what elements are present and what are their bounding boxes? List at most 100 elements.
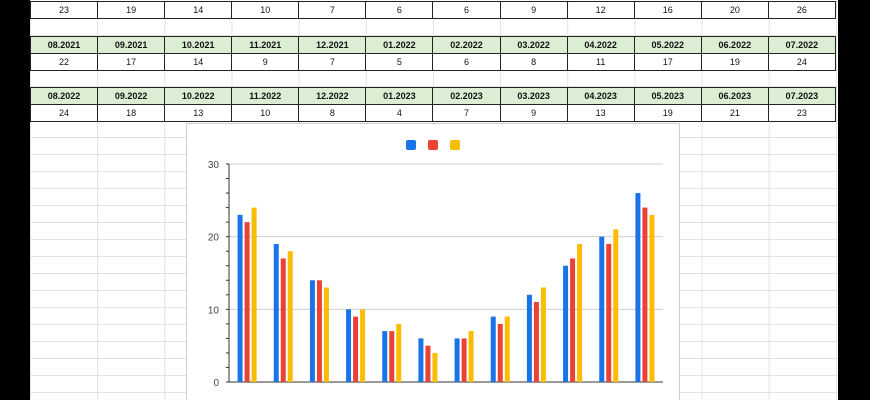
cell[interactable]: 10 — [231, 1, 300, 19]
header-cell[interactable]: 06.2022 — [700, 36, 769, 54]
header-cell[interactable]: 12.2021 — [298, 36, 367, 54]
header-cell[interactable]: 08.2022 — [30, 87, 99, 105]
cell[interactable]: 9 — [231, 53, 300, 71]
cell[interactable]: 17 — [97, 53, 166, 71]
header-cell[interactable]: 02.2022 — [432, 36, 501, 54]
cell[interactable]: 9 — [499, 1, 568, 19]
header-cell[interactable]: 11.2021 — [231, 36, 300, 54]
cell[interactable]: 7 — [432, 104, 501, 122]
header-cell[interactable]: 05.2022 — [633, 36, 702, 54]
legend-swatch — [450, 140, 460, 150]
bar — [418, 338, 424, 382]
bar — [504, 316, 510, 382]
cell[interactable]: 14 — [164, 1, 233, 19]
cell[interactable]: 12 — [566, 1, 635, 19]
bar — [468, 331, 474, 382]
bar — [570, 258, 576, 382]
table-2022-2023: 08.2022 09.2022 10.2022 11.2022 12.2022 … — [30, 87, 837, 122]
header-cell[interactable]: 06.2023 — [700, 87, 769, 105]
bar — [382, 331, 388, 382]
bar — [396, 323, 402, 382]
cell[interactable]: 6 — [365, 1, 434, 19]
cell[interactable]: 6 — [432, 53, 501, 71]
header-cell[interactable]: 10.2022 — [164, 87, 233, 105]
header-cell[interactable]: 09.2022 — [97, 87, 166, 105]
header-cell[interactable]: 03.2022 — [499, 36, 568, 54]
header-cell[interactable]: 04.2022 — [566, 36, 635, 54]
header-cell[interactable]: 05.2023 — [633, 87, 702, 105]
cell[interactable]: 8 — [298, 104, 367, 122]
cell[interactable]: 10 — [231, 104, 300, 122]
bar — [563, 265, 569, 382]
cell[interactable]: 7 — [298, 53, 367, 71]
bar — [389, 331, 395, 382]
bar — [360, 309, 366, 382]
header-cell[interactable]: 09.2021 — [97, 36, 166, 54]
bar — [599, 236, 605, 382]
y-tick-label: 30 — [208, 160, 220, 171]
bar — [577, 243, 583, 382]
bar — [454, 338, 460, 382]
table-row: 24 18 13 10 8 4 7 9 13 19 21 23 — [30, 104, 837, 122]
cell[interactable]: 19 — [700, 53, 769, 71]
cell[interactable]: 18 — [97, 104, 166, 122]
header-cell[interactable]: 04.2023 — [566, 87, 635, 105]
cell[interactable]: 23 — [767, 104, 837, 122]
bar — [432, 352, 438, 382]
embedded-bar-chart[interactable]: 0 10 20 30 — [186, 123, 680, 400]
header-cell[interactable]: 02.2023 — [432, 87, 501, 105]
header-cell[interactable]: 08.2021 — [30, 36, 99, 54]
header-cell[interactable]: 12.2022 — [298, 87, 367, 105]
cell[interactable]: 22 — [30, 53, 99, 71]
bar — [540, 287, 546, 382]
bar — [323, 287, 329, 382]
bar — [251, 207, 257, 382]
cell[interactable]: 4 — [365, 104, 434, 122]
bar — [316, 280, 322, 382]
cell[interactable]: 21 — [700, 104, 769, 122]
cell[interactable]: 24 — [30, 104, 99, 122]
chart-canvas: 0 10 20 30 — [208, 140, 663, 389]
y-tick-label: 0 — [213, 378, 219, 389]
header-cell[interactable]: 01.2022 — [365, 36, 434, 54]
cell[interactable]: 13 — [164, 104, 233, 122]
bar — [490, 316, 496, 382]
header-cell[interactable]: 11.2022 — [231, 87, 300, 105]
cell[interactable]: 23 — [30, 1, 99, 19]
cell[interactable]: 26 — [767, 1, 837, 19]
header-cell[interactable]: 03.2023 — [499, 87, 568, 105]
cell[interactable]: 7 — [298, 1, 367, 19]
cell[interactable]: 14 — [164, 53, 233, 71]
cell[interactable]: 13 — [566, 104, 635, 122]
legend-swatch — [428, 140, 438, 150]
bar — [280, 258, 286, 382]
spreadsheet-grid[interactable]: 23 19 14 10 7 6 6 9 12 16 20 26 08.2021 … — [30, 0, 838, 400]
cell[interactable]: 6 — [432, 1, 501, 19]
cell[interactable]: 9 — [499, 104, 568, 122]
header-cell[interactable]: 01.2023 — [365, 87, 434, 105]
header-cell[interactable]: 07.2023 — [767, 87, 837, 105]
bar — [309, 280, 315, 382]
cell[interactable]: 17 — [633, 53, 702, 71]
bar — [353, 316, 359, 382]
cell[interactable]: 11 — [566, 53, 635, 71]
header-cell[interactable]: 10.2021 — [164, 36, 233, 54]
legend-swatch — [406, 140, 416, 150]
cell[interactable]: 20 — [700, 1, 769, 19]
bar — [606, 243, 612, 382]
header-cell[interactable]: 07.2022 — [767, 36, 837, 54]
table-previous-period: 23 19 14 10 7 6 6 9 12 16 20 26 — [30, 1, 837, 19]
cell[interactable]: 16 — [633, 1, 702, 19]
bar — [497, 323, 503, 382]
bar — [273, 243, 279, 382]
cell[interactable]: 8 — [499, 53, 568, 71]
bar — [287, 251, 293, 382]
bar — [613, 229, 619, 382]
bar — [526, 294, 532, 382]
cell[interactable]: 19 — [97, 1, 166, 19]
table-header-row: 08.2021 09.2021 10.2021 11.2021 12.2021 … — [30, 36, 837, 54]
bar — [649, 214, 655, 382]
cell[interactable]: 5 — [365, 53, 434, 71]
cell[interactable]: 19 — [633, 104, 702, 122]
cell[interactable]: 24 — [767, 53, 837, 71]
